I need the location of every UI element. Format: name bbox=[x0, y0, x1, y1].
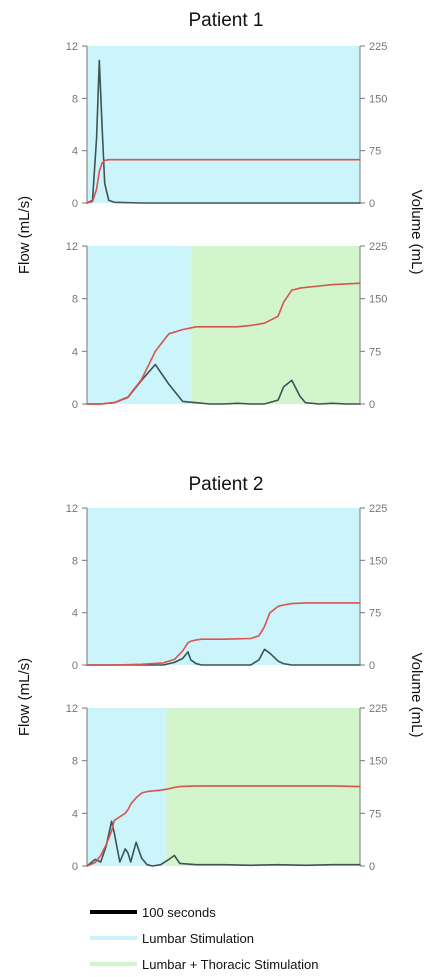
panel-2-volume-line bbox=[86, 282, 361, 405]
panel-4-left-tick-label: 0 bbox=[72, 861, 78, 873]
panel-3-right-tick-label: 225 bbox=[369, 503, 387, 515]
panel-4-right-tick-label: 225 bbox=[369, 703, 387, 715]
panel-1-right-tick-label: 225 bbox=[369, 41, 387, 53]
panel-1-left-tick-label: 12 bbox=[66, 41, 78, 53]
panel-4-right-tick-label: 75 bbox=[369, 808, 381, 820]
chart-panels: 0 4 8 12 0 75 150 225 0 4 8 12 0 75 150 225 0 4 8 12 0 75 150 2… bbox=[66, 41, 388, 873]
legend: 100 seconds Lumbar Stimulation Lumbar + … bbox=[90, 905, 318, 972]
patient-2-flow-axis-label: Flow (mL/s) bbox=[16, 658, 33, 736]
panel-2-region-2 bbox=[190, 246, 360, 404]
panel-1-volume-line bbox=[86, 158, 361, 204]
panel-2-right-tick-label: 225 bbox=[369, 241, 387, 253]
legend-lumbar-label: Lumbar Stimulation bbox=[142, 931, 254, 946]
panel-2-right-tick-label: 150 bbox=[369, 294, 387, 306]
patient-2-volume-axis-label: Volume (mL) bbox=[408, 652, 425, 737]
panel-1-left-tick-label: 4 bbox=[72, 146, 78, 158]
panel-1-flow-line bbox=[86, 59, 361, 204]
panel-4-left-tick-label: 12 bbox=[66, 703, 78, 715]
panel-2-left-tick-label: 12 bbox=[66, 241, 78, 253]
panel-3-flow-line bbox=[86, 648, 361, 666]
panel-3-left-tick-label: 0 bbox=[72, 660, 78, 672]
panel-3-right-tick-label: 150 bbox=[369, 555, 387, 567]
panel-4-volume-line bbox=[86, 785, 361, 867]
panel-1-left-tick-label: 0 bbox=[72, 198, 78, 210]
panel-2-left-tick-label: 4 bbox=[72, 346, 78, 358]
patient-1-volume-axis-label: Volume (mL) bbox=[408, 189, 425, 274]
panel-1-right-tick-label: 150 bbox=[369, 93, 387, 105]
panel-4-left-tick-label: 8 bbox=[72, 756, 78, 768]
panel-4-region-1 bbox=[87, 708, 167, 866]
panel-4-right-tick-label: 0 bbox=[369, 861, 375, 873]
panel-1-region-1 bbox=[87, 46, 360, 203]
panel-3-region-1 bbox=[87, 508, 360, 665]
legend-thoracic-label: Lumbar + Thoracic Stimulation bbox=[142, 957, 318, 972]
panel-2-region-1 bbox=[87, 246, 191, 404]
panel-4-right-tick-label: 150 bbox=[369, 756, 387, 768]
patient-1-title: Patient 1 bbox=[189, 10, 264, 31]
panel-3-left-tick-label: 8 bbox=[72, 555, 78, 567]
panel-3-right-tick-label: 75 bbox=[369, 608, 381, 620]
panel-2-right-tick-label: 75 bbox=[369, 346, 381, 358]
panel-4-left-tick-label: 4 bbox=[72, 808, 78, 820]
panel-1-left-tick-label: 8 bbox=[72, 93, 78, 105]
panel-1-right-tick-label: 0 bbox=[369, 198, 375, 210]
scale-bar-label: 100 seconds bbox=[142, 905, 216, 920]
panel-2-left-tick-label: 0 bbox=[72, 399, 78, 411]
patient-1-flow-axis-label: Flow (mL/s) bbox=[16, 196, 33, 274]
panel-2-left-tick-label: 8 bbox=[72, 294, 78, 306]
patient-2-title: Patient 2 bbox=[189, 474, 264, 495]
panel-1-right-tick-label: 75 bbox=[369, 146, 381, 158]
panel-3-right-tick-label: 0 bbox=[369, 660, 375, 672]
panel-2-right-tick-label: 0 bbox=[369, 399, 375, 411]
panel-4-flow-line bbox=[86, 820, 361, 867]
panel-3-left-tick-label: 12 bbox=[66, 503, 78, 515]
panel-3-left-tick-label: 4 bbox=[72, 608, 78, 620]
panel-3-volume-line bbox=[86, 602, 361, 666]
panel-4-region-2 bbox=[166, 708, 360, 866]
